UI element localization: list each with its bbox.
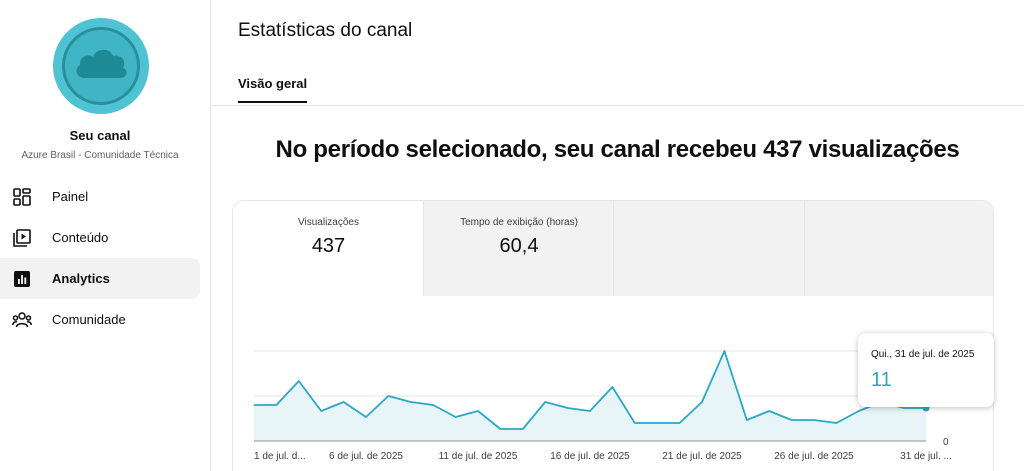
content-icon [12,228,32,248]
sidebar-item-comunidade[interactable]: Comunidade [0,299,200,340]
community-icon [12,310,32,330]
x-tick-label: 1 de jul. d... [254,451,306,462]
x-tick-label: 11 de jul. de 2025 [439,451,518,462]
tab-visao-geral[interactable]: Visão geral [238,76,308,103]
metric-tab-views[interactable]: Visualizações 437 [233,201,424,296]
x-tick-label: 21 de jul. de 2025 [662,451,742,462]
channel-description: Azure Brasil - Comunidade Técnica [21,150,179,161]
metric-tabs: Visualizações 437 Tempo de exibição (hor… [233,201,993,296]
metric-value: 437 [311,235,346,257]
cloud-icon [76,49,127,78]
avatar-ring [62,27,140,105]
sidebar-item-label: Conteúdo [52,230,109,245]
y-tick-label: 0 [943,437,949,448]
metric-tab-empty [613,201,804,296]
sidebar-item-analytics[interactable]: Analytics [0,258,200,299]
views-chart[interactable]: 1 de jul. d... 6 de jul. de 2025 11 de jul… [233,296,994,471]
metric-tab-watch-time[interactable]: Tempo de exibição (horas) 60,4 [423,201,614,296]
sidebar-item-painel[interactable]: Painel [0,176,200,217]
sidebar-nav: Painel Conteúdo Analytics [0,176,211,340]
x-tick-label: 26 de jul. de 2025 [774,451,854,462]
series-line [254,350,926,430]
sidebar-item-conteudo[interactable]: Conteúdo [0,217,200,258]
chart-tooltip: Qui., 31 de jul. de 2025 11 [858,333,994,407]
sidebar-item-label: Painel [52,189,89,204]
sidebar-item-label: Comunidade [52,312,126,327]
channel-name: Seu canal [69,128,131,143]
area-fill [254,351,926,441]
sidebar: Seu canal Azure Brasil - Comunidade Técn… [0,0,211,471]
x-tick-label: 6 de jul. de 2025 [329,451,403,462]
metric-label: Visualizações [298,217,359,228]
page-title: Estatísticas do canal [238,20,413,41]
tooltip-date: Qui., 31 de jul. de 2025 [871,349,975,360]
x-tick-label: 31 de jul. ... [900,451,952,462]
metric-label: Tempo de exibição (horas) [460,217,578,228]
tooltip-value: 11 [871,369,892,391]
summary-headline: No período selecionado, seu canal recebe… [275,136,960,163]
dashboard-icon [12,187,32,207]
metric-value: 60,4 [499,235,539,257]
tab-bar: Visão geral [211,66,1024,106]
x-tick-label: 16 de jul. de 2025 [550,451,630,462]
analytics-icon [12,269,32,289]
metric-tab-empty [804,201,993,296]
sidebar-item-label: Analytics [52,271,110,286]
channel-avatar[interactable] [53,18,149,114]
